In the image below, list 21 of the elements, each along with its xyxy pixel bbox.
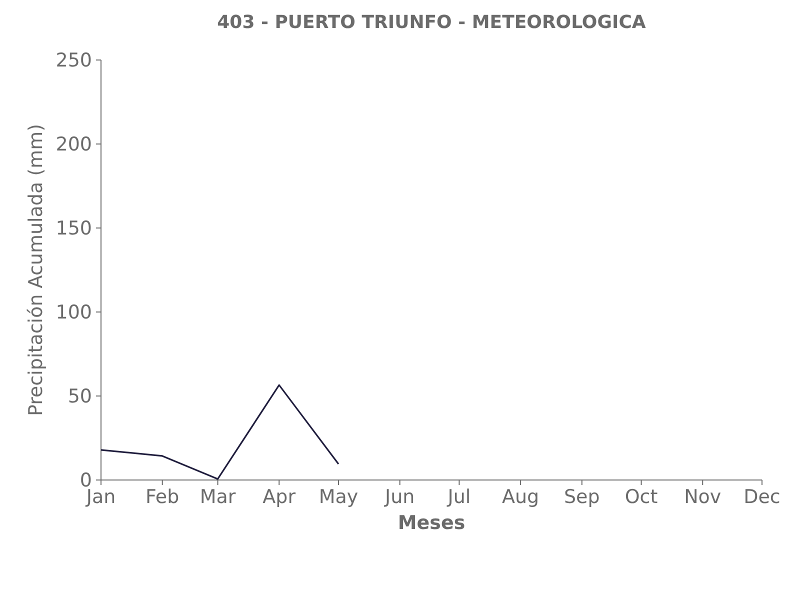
chart-title: 403 - PUERTO TRIUNFO - METEOROLOGICA bbox=[217, 12, 646, 33]
x-tick-label: Jan bbox=[85, 486, 116, 508]
y-tick-label: 100 bbox=[56, 302, 92, 324]
x-tick-label: Aug bbox=[502, 486, 540, 508]
x-tick-label: Oct bbox=[624, 486, 658, 508]
x-tick-label: Nov bbox=[684, 486, 722, 508]
x-tick-label: Mar bbox=[200, 486, 236, 508]
y-tick-label: 200 bbox=[56, 134, 92, 156]
y-axis-title: Precipitación Acumulada (mm) bbox=[25, 124, 47, 416]
x-tick-label: Sep bbox=[564, 486, 600, 508]
x-tick-label: Dec bbox=[744, 486, 780, 508]
y-tick-label: 50 bbox=[68, 386, 92, 408]
x-tick-label: Jul bbox=[446, 486, 471, 508]
x-tick-label: May bbox=[318, 486, 358, 508]
y-tick-label: 150 bbox=[56, 218, 92, 240]
x-tick-label: Feb bbox=[146, 486, 180, 508]
x-tick-label: Jun bbox=[384, 486, 415, 508]
line-series bbox=[100, 384, 340, 480]
y-tick-label: 250 bbox=[56, 50, 92, 72]
x-axis-title: Meses bbox=[398, 512, 466, 534]
x-tick-label: Apr bbox=[262, 486, 296, 508]
